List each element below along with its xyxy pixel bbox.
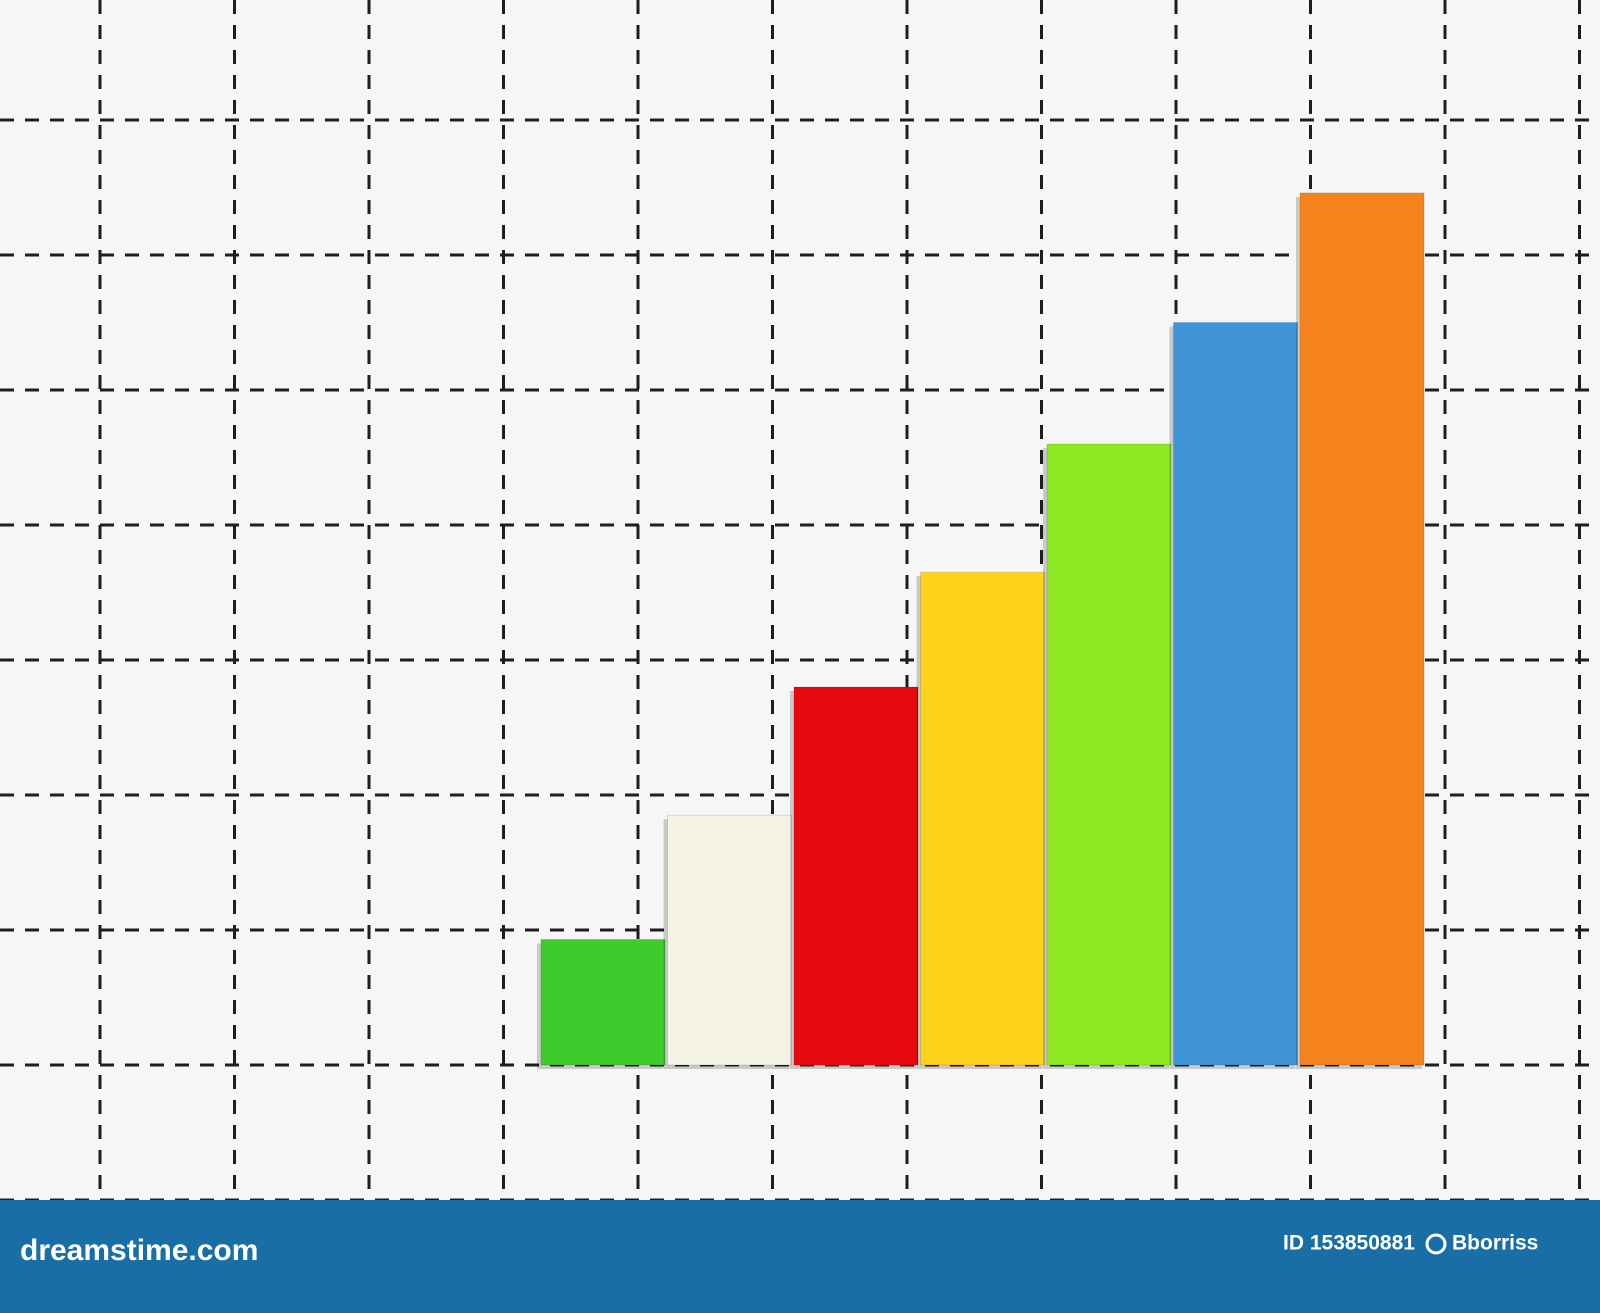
bar bbox=[1046, 443, 1172, 1066]
bar bbox=[1173, 322, 1298, 1066]
bar bbox=[793, 686, 919, 1066]
bar bbox=[1299, 192, 1425, 1066]
bar bbox=[667, 814, 792, 1066]
author-name: Bborriss bbox=[1452, 1232, 1538, 1255]
bar bbox=[920, 571, 1045, 1066]
foam-bars bbox=[537, 192, 1425, 1069]
bar bbox=[540, 938, 666, 1066]
footer-band bbox=[0, 1200, 1600, 1313]
image-id: ID 153850881 bbox=[1283, 1232, 1415, 1255]
site-name: dreamstime.com bbox=[20, 1234, 258, 1267]
author-icon bbox=[1425, 1233, 1447, 1255]
